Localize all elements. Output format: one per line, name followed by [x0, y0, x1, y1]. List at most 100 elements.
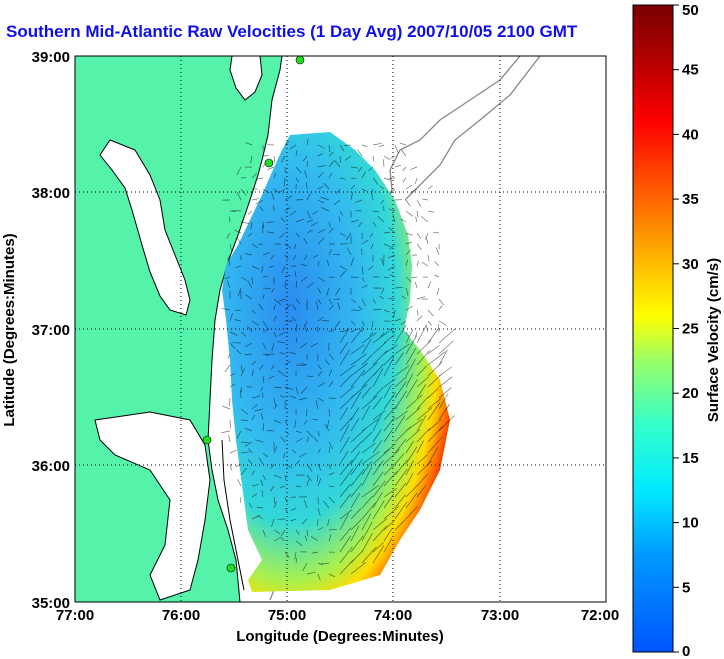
velocity-vector	[339, 559, 354, 575]
velocity-vector	[306, 193, 311, 201]
velocity-vector	[339, 527, 352, 542]
velocity-vector	[361, 533, 373, 553]
velocity-vector	[295, 437, 304, 443]
velocity-vector	[328, 172, 333, 179]
station-marker	[226, 563, 236, 573]
velocity-vector	[244, 353, 253, 355]
velocity-vector	[284, 274, 291, 278]
velocity-vector	[229, 373, 235, 377]
velocity-vector	[338, 216, 341, 223]
velocity-vector	[394, 452, 405, 465]
velocity-vector	[383, 429, 393, 443]
velocity-vector	[372, 368, 384, 388]
velocity-vector	[288, 351, 297, 355]
velocity-vector	[405, 329, 414, 344]
velocity-vector	[240, 221, 250, 224]
velocity-vector	[271, 287, 275, 294]
velocity-vector	[339, 436, 350, 454]
velocity-vector	[405, 305, 413, 311]
velocity-vector	[317, 326, 319, 333]
velocity-vector	[235, 265, 242, 268]
velocity-vector	[361, 442, 376, 454]
velocity-vector	[383, 276, 390, 279]
velocity-vector	[350, 166, 359, 169]
velocity-vector	[306, 160, 308, 168]
velocity-vector	[273, 188, 280, 194]
velocity-vector	[306, 219, 314, 223]
velocity-vector	[372, 460, 384, 476]
colorbar-tick-label: 20	[682, 385, 699, 402]
velocity-vector	[284, 243, 292, 249]
velocity-vector	[266, 231, 275, 234]
velocity-vector	[425, 232, 429, 240]
velocity-vector	[405, 287, 409, 296]
map-title: Southern Mid-Atlantic Raw Velocities (1 …	[6, 22, 578, 41]
velocity-vector	[321, 207, 330, 212]
velocity-vector	[422, 198, 429, 201]
velocity-vector	[394, 324, 407, 344]
velocity-vector	[372, 518, 388, 531]
velocity-vector	[228, 216, 231, 223]
velocity-vector	[251, 198, 259, 201]
velocity-vector	[221, 307, 231, 311]
velocity-vector	[350, 562, 367, 575]
velocity-vector	[350, 458, 363, 476]
velocity-vector	[436, 287, 440, 296]
velocity-vector	[278, 331, 286, 336]
colorbar-gradient	[632, 4, 674, 653]
velocity-vector	[427, 320, 432, 326]
velocity-vector	[237, 479, 242, 487]
velocity-vector	[434, 261, 440, 267]
delaware-bay	[229, 56, 263, 101]
velocity-vector	[383, 378, 396, 388]
velocity-vector	[299, 452, 308, 458]
velocity-vector	[361, 371, 378, 388]
velocity-vector	[273, 501, 277, 509]
velocity-vector	[394, 501, 408, 520]
velocity-vector	[400, 320, 407, 325]
velocity-vector	[394, 343, 410, 355]
velocity-vector	[416, 407, 433, 421]
velocity-vector	[372, 210, 380, 213]
velocity-vector	[427, 309, 434, 317]
velocity-vector	[416, 340, 432, 355]
velocity-vector	[361, 395, 378, 410]
velocity-vector	[369, 331, 374, 337]
velocity-vector	[372, 221, 377, 228]
velocity-vector	[284, 360, 291, 366]
velocity-vector	[251, 395, 261, 399]
velocity-vector	[361, 338, 372, 355]
velocity-vector	[261, 490, 264, 498]
velocity-vector	[283, 177, 286, 187]
velocity-vector	[350, 328, 359, 333]
velocity-vector	[226, 232, 231, 239]
velocity-vector	[291, 449, 297, 454]
velocity-vector	[284, 474, 287, 481]
velocity-vector	[339, 270, 346, 278]
velocity-vector	[306, 479, 309, 487]
velocity-vector	[350, 525, 360, 542]
velocity-vector	[328, 369, 333, 377]
velocity-vector	[388, 177, 396, 179]
velocity-vector	[339, 468, 354, 487]
velocity-vector	[284, 304, 291, 311]
velocity-vector	[383, 443, 397, 454]
velocity-vector	[229, 313, 233, 322]
velocity-vector	[438, 387, 452, 399]
velocity-vector	[335, 188, 341, 194]
velocity-vector	[399, 142, 407, 146]
velocity-vector	[339, 417, 353, 432]
velocity-vector	[335, 287, 341, 296]
velocity-vector	[394, 164, 401, 168]
velocity-vector	[306, 474, 312, 482]
velocity-vector	[427, 351, 446, 366]
velocity-vector	[291, 507, 297, 511]
velocity-vector	[361, 521, 373, 542]
y-axis: 39:00 38:00 37:00 36:00 35:00 Latitude (…	[1, 49, 70, 612]
velocity-vector	[394, 380, 407, 399]
velocity-vector	[328, 528, 337, 531]
velocity-vector	[357, 149, 363, 157]
velocity-vector	[405, 259, 408, 267]
velocity-vector	[372, 410, 386, 421]
velocity-vector	[383, 471, 398, 487]
